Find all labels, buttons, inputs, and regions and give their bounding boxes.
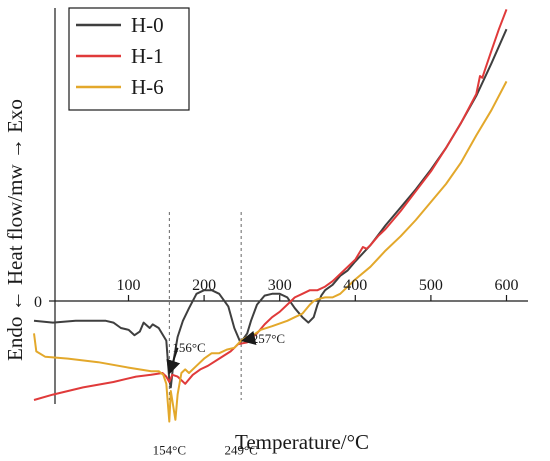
reference-lines: [168, 212, 242, 400]
y-ticks: 0: [34, 294, 55, 311]
x-ticks: 100 200 300 400 500 600: [117, 277, 519, 301]
x-tick-label: 400: [343, 277, 367, 294]
x-tick-label: 100: [117, 277, 141, 294]
annotation-label: 257°C: [252, 331, 285, 346]
y-tick-label: 0: [34, 294, 42, 311]
annotation-label: 154°C: [153, 442, 186, 457]
legend-label-h-0: H-0: [131, 13, 164, 37]
legend-label-h-1: H-1: [131, 44, 164, 68]
x-axis-title: Temperature/°C: [235, 430, 369, 454]
legend: H-0 H-1 H-6: [68, 7, 190, 111]
series-line-h-1: [33, 9, 508, 401]
x-tick-label: 300: [268, 277, 292, 294]
series-line-h-6: [33, 80, 508, 423]
x-tick-label: 200: [192, 277, 216, 294]
annotation-arrow: [166, 347, 181, 375]
annotations: 156°C 257°C 154°C 249°C: [153, 331, 285, 458]
x-tick-label: 600: [495, 277, 519, 294]
annotation-arrow: [240, 330, 257, 345]
annotation-label: 249°C: [224, 442, 257, 457]
x-tick-label: 500: [419, 277, 443, 294]
y-axis-title: Endo ← Heat flow/mw → Exo: [3, 99, 27, 361]
annotation-label: 156°C: [172, 340, 205, 355]
legend-label-h-6: H-6: [131, 75, 164, 99]
legend-box: [68, 7, 190, 111]
